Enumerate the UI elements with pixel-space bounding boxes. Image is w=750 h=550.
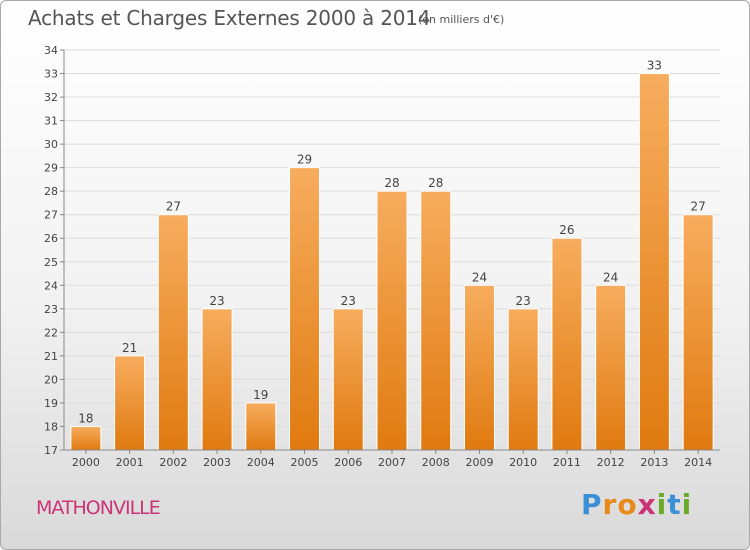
bar-value-label: 28	[428, 176, 443, 190]
x-tick-label: 2000	[72, 456, 100, 469]
bar-value-label: 19	[253, 388, 268, 402]
logo-letter: i	[681, 488, 693, 521]
x-tick-label: 2012	[597, 456, 625, 469]
bar-value-label: 23	[341, 294, 356, 308]
bar	[682, 214, 714, 451]
y-tick-label: 29	[44, 162, 58, 175]
y-tick-label: 19	[44, 397, 58, 410]
bar-value-label: 21	[122, 341, 137, 355]
x-tick-label: 2008	[422, 456, 450, 469]
city-name: MATHONVILLE	[36, 497, 161, 519]
bar	[420, 190, 452, 451]
bar	[463, 284, 495, 451]
x-tick-label: 2002	[159, 456, 187, 469]
x-tick-label: 2005	[291, 456, 319, 469]
x-tick-label: 2006	[334, 456, 362, 469]
bar	[507, 308, 539, 451]
y-tick-label: 17	[44, 444, 58, 457]
y-tick-label: 22	[44, 326, 58, 339]
bar-value-label: 29	[297, 153, 312, 167]
y-tick-label: 26	[44, 232, 58, 245]
axes: 17 18 19 20 21 22 23 24 25 26 27 28 29 30 31 32 33 34 2000…	[44, 44, 720, 469]
y-tick-label: 30	[44, 138, 58, 151]
y-tick-label: 27	[44, 209, 58, 222]
logo-letter: x	[637, 488, 657, 521]
y-tick-label: 28	[44, 185, 58, 198]
bar-value-label: 27	[690, 200, 705, 214]
bar	[551, 237, 583, 451]
bar-value-label: 27	[166, 200, 181, 214]
bars: 18 21 27 23 19 29 23 28 28 24 23 26 24 33 27	[70, 59, 714, 451]
bar	[638, 73, 670, 451]
bar-value-label: 24	[603, 270, 618, 284]
proxiti-logo: Proxiti	[581, 488, 692, 521]
y-tick-label: 23	[44, 303, 58, 316]
chart-unit: (en milliers d'€)	[418, 13, 505, 26]
x-tick-label: 2004	[247, 456, 275, 469]
logo-letter: P	[581, 488, 603, 521]
bar	[289, 167, 321, 451]
y-tick-label: 34	[44, 44, 58, 57]
bar-value-label: 28	[384, 176, 399, 190]
bar-value-label: 33	[647, 59, 662, 73]
bar	[114, 355, 146, 451]
bar	[70, 425, 102, 451]
bar	[245, 402, 277, 451]
y-tick-label: 18	[44, 420, 58, 433]
bar	[201, 308, 233, 451]
bar	[157, 214, 189, 451]
bar-value-label: 24	[472, 270, 487, 284]
bar	[595, 284, 627, 451]
x-tick-label: 2010	[509, 456, 537, 469]
y-tick-label: 24	[44, 279, 58, 292]
y-tick-label: 32	[44, 91, 58, 104]
bar	[376, 190, 408, 451]
x-tick-label: 2007	[378, 456, 406, 469]
chart-title: Achats et Charges Externes 2000 à 2014	[28, 6, 431, 30]
bar-value-label: 23	[209, 294, 224, 308]
y-tick-label: 31	[44, 115, 58, 128]
x-tick-label: 2011	[553, 456, 581, 469]
logo-letter: r	[602, 488, 618, 521]
x-tick-label: 2003	[203, 456, 231, 469]
bar	[332, 308, 364, 451]
x-tick-label: 2001	[116, 456, 144, 469]
logo-letter: t	[667, 488, 682, 521]
y-tick-label: 33	[44, 68, 58, 81]
y-tick-label: 25	[44, 256, 58, 269]
logo-letter: o	[617, 488, 638, 521]
y-tick-label: 20	[44, 373, 58, 386]
x-tick-label: 2009	[465, 456, 493, 469]
bar-value-label: 26	[559, 223, 574, 237]
x-tick-label: 2013	[640, 456, 668, 469]
bar-value-label: 23	[516, 294, 531, 308]
bar-value-label: 18	[78, 411, 93, 425]
x-tick-label: 2014	[684, 456, 712, 469]
logo-letter: i	[656, 488, 668, 521]
y-tick-label: 21	[44, 350, 58, 363]
